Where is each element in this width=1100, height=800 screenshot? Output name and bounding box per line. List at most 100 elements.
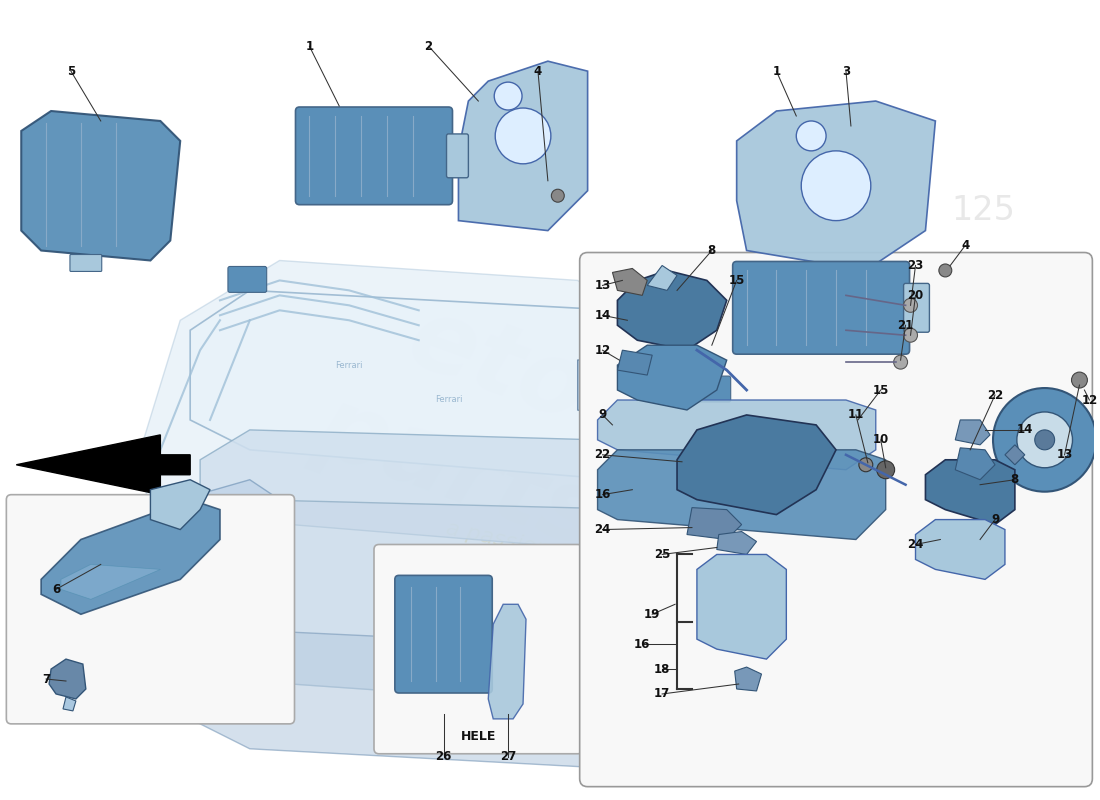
- Text: 4: 4: [534, 65, 542, 78]
- Text: 12: 12: [1081, 394, 1098, 406]
- Polygon shape: [180, 500, 707, 709]
- Text: 15: 15: [872, 383, 889, 397]
- FancyBboxPatch shape: [7, 494, 295, 724]
- Circle shape: [893, 355, 907, 369]
- Text: 15: 15: [728, 274, 745, 287]
- Polygon shape: [597, 450, 886, 539]
- Polygon shape: [717, 531, 757, 554]
- Polygon shape: [597, 400, 876, 470]
- Polygon shape: [676, 415, 836, 514]
- Polygon shape: [955, 420, 990, 445]
- Polygon shape: [925, 460, 1015, 525]
- Text: 26: 26: [436, 750, 452, 763]
- Text: a passion for parts: a passion for parts: [444, 518, 651, 581]
- Text: 13: 13: [594, 279, 610, 292]
- Circle shape: [939, 264, 952, 277]
- Text: 3: 3: [842, 65, 850, 78]
- Text: 2: 2: [425, 40, 432, 53]
- Text: 14: 14: [1016, 423, 1033, 436]
- FancyBboxPatch shape: [733, 262, 910, 354]
- Text: 6: 6: [52, 583, 60, 596]
- Polygon shape: [459, 61, 587, 230]
- Text: 16: 16: [594, 488, 610, 501]
- Polygon shape: [151, 480, 279, 619]
- Polygon shape: [180, 630, 697, 769]
- Polygon shape: [613, 269, 647, 295]
- Text: HELE: HELE: [461, 730, 496, 743]
- Circle shape: [903, 328, 917, 342]
- Polygon shape: [688, 508, 741, 539]
- Circle shape: [796, 121, 826, 151]
- FancyBboxPatch shape: [447, 134, 469, 178]
- FancyBboxPatch shape: [903, 283, 929, 332]
- Circle shape: [859, 458, 872, 472]
- Text: 22: 22: [594, 448, 610, 462]
- Circle shape: [494, 82, 522, 110]
- Circle shape: [551, 190, 564, 202]
- Polygon shape: [63, 697, 76, 711]
- Text: 16: 16: [634, 638, 650, 650]
- Polygon shape: [617, 270, 727, 350]
- Text: 10: 10: [872, 434, 889, 446]
- Text: 24: 24: [908, 538, 924, 551]
- Text: 19: 19: [644, 608, 660, 621]
- Text: 7: 7: [42, 673, 51, 686]
- FancyBboxPatch shape: [228, 266, 266, 292]
- FancyBboxPatch shape: [296, 107, 452, 205]
- Polygon shape: [141, 261, 737, 709]
- FancyBboxPatch shape: [580, 253, 1092, 786]
- Polygon shape: [151, 480, 210, 530]
- Polygon shape: [16, 435, 190, 494]
- Text: 13: 13: [1056, 448, 1072, 462]
- Text: 1: 1: [772, 65, 781, 78]
- Polygon shape: [647, 266, 676, 290]
- Polygon shape: [697, 554, 786, 659]
- Text: 1: 1: [306, 40, 313, 53]
- FancyBboxPatch shape: [374, 545, 583, 754]
- Text: 12: 12: [594, 344, 610, 357]
- Text: 24: 24: [594, 523, 610, 536]
- FancyBboxPatch shape: [70, 254, 101, 271]
- Polygon shape: [578, 350, 676, 430]
- FancyBboxPatch shape: [395, 575, 492, 693]
- Text: 5: 5: [67, 65, 75, 78]
- Circle shape: [1035, 430, 1055, 450]
- Text: 8: 8: [1011, 474, 1019, 486]
- Text: eto
parts: eto parts: [304, 271, 653, 569]
- Text: 4: 4: [961, 239, 969, 252]
- Polygon shape: [737, 101, 935, 270]
- Polygon shape: [190, 290, 676, 480]
- Text: 125: 125: [952, 194, 1015, 227]
- Polygon shape: [200, 430, 647, 550]
- Circle shape: [1016, 412, 1072, 468]
- Polygon shape: [488, 604, 526, 719]
- Text: 17: 17: [654, 687, 670, 701]
- Text: 21: 21: [898, 318, 914, 332]
- Circle shape: [801, 151, 871, 221]
- Polygon shape: [50, 659, 86, 699]
- Text: 9: 9: [991, 513, 999, 526]
- Text: 27: 27: [500, 750, 516, 763]
- Text: 25: 25: [654, 548, 670, 561]
- Text: 9: 9: [598, 409, 606, 422]
- Polygon shape: [955, 448, 996, 480]
- Polygon shape: [21, 111, 180, 261]
- Text: 20: 20: [908, 289, 924, 302]
- Circle shape: [1071, 372, 1088, 388]
- Text: 23: 23: [908, 259, 924, 272]
- Circle shape: [903, 298, 917, 312]
- FancyBboxPatch shape: [695, 376, 730, 402]
- Text: Ferrari: Ferrari: [336, 361, 363, 370]
- Polygon shape: [60, 565, 161, 599]
- Text: 22: 22: [987, 389, 1003, 402]
- Circle shape: [993, 388, 1097, 492]
- Text: 14: 14: [594, 309, 610, 322]
- Text: 18: 18: [654, 662, 670, 675]
- Polygon shape: [915, 519, 1005, 579]
- Polygon shape: [41, 500, 220, 614]
- Polygon shape: [617, 350, 652, 375]
- Circle shape: [877, 461, 894, 478]
- Text: 11: 11: [848, 409, 864, 422]
- Polygon shape: [617, 345, 727, 410]
- Text: Ferrari: Ferrari: [434, 395, 462, 405]
